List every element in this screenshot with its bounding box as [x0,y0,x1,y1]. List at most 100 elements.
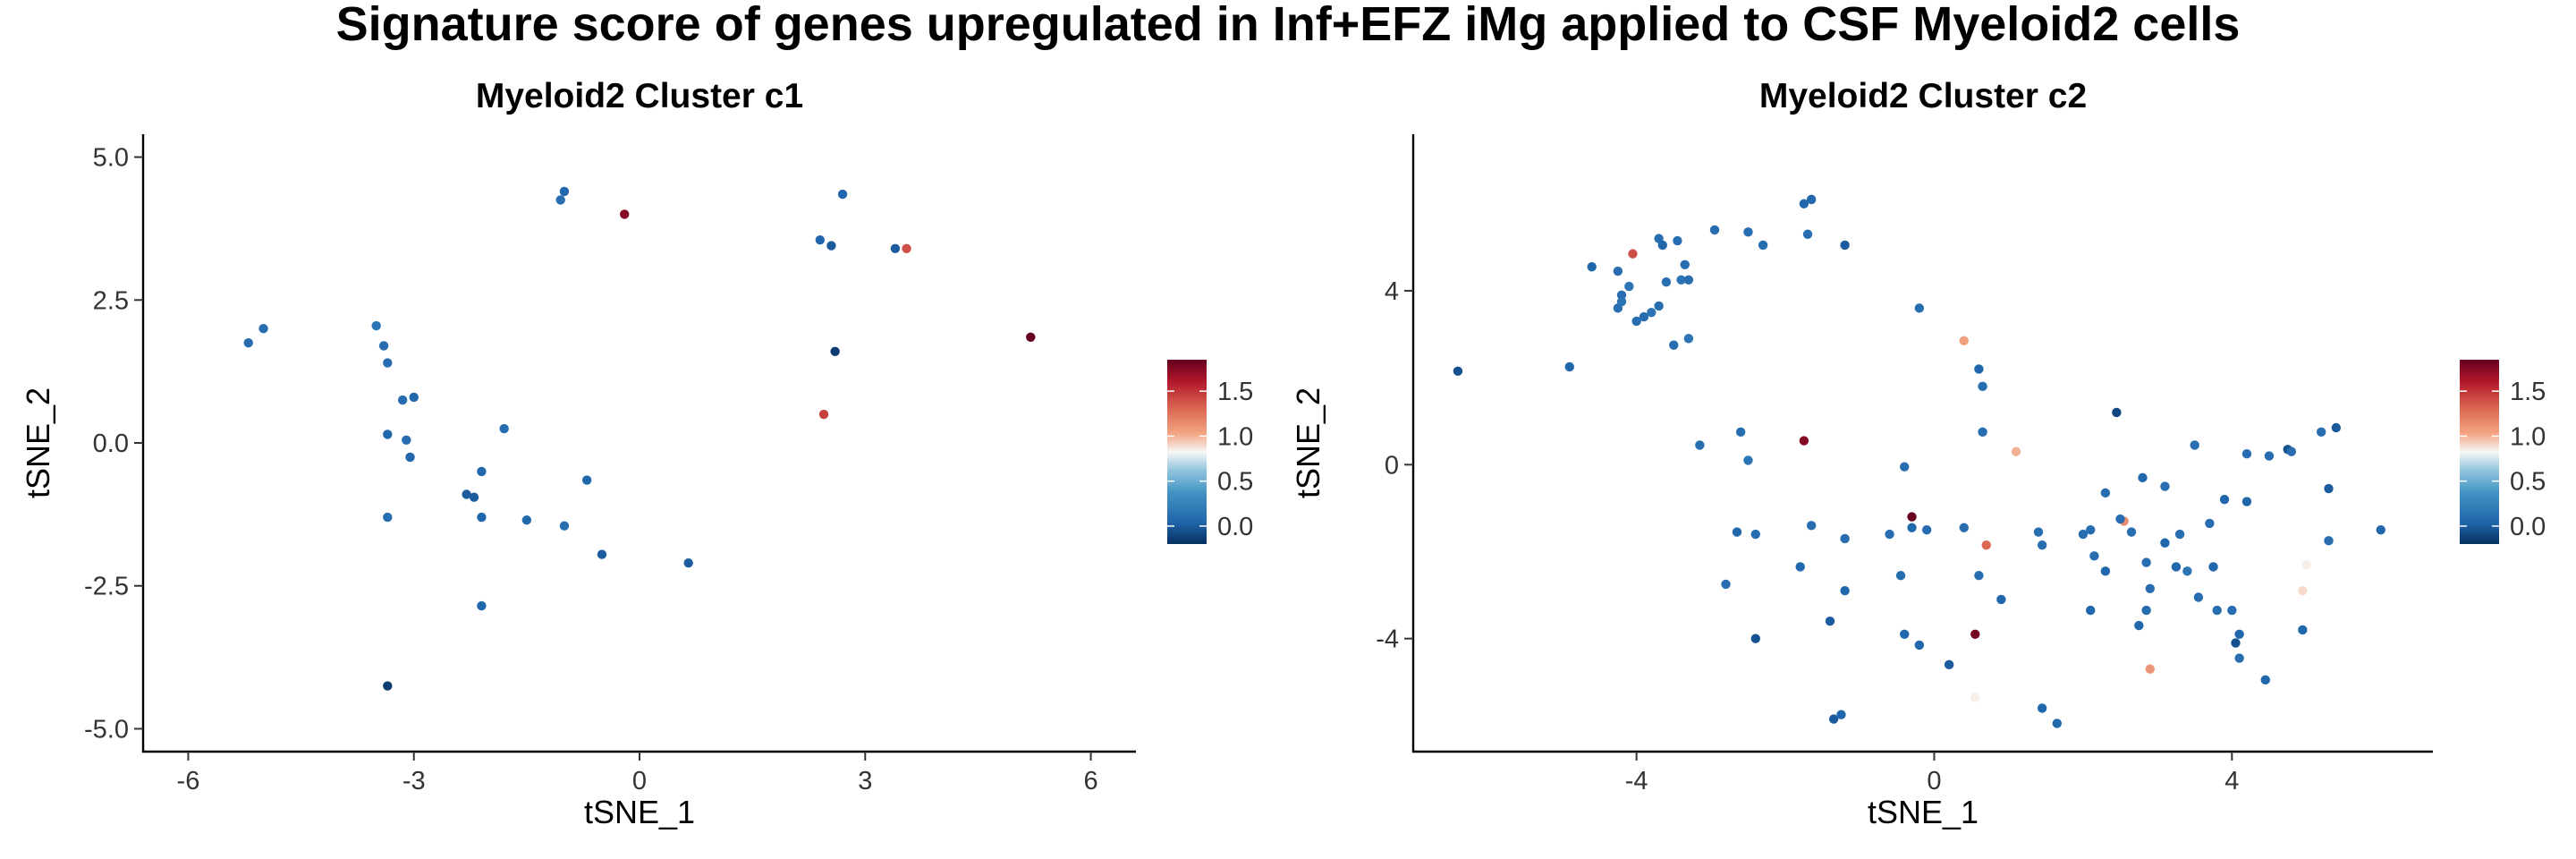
scatter-point [2316,427,2326,438]
scatter-point [2141,557,2151,567]
scatter-point [1695,440,1705,450]
scatter-point [837,189,848,200]
scatter-point [2324,483,2334,494]
scatter-point [1683,334,1694,344]
scatter-point [2298,586,2308,596]
scatter-point [2160,481,2170,491]
scatter-point [1750,529,1760,540]
y-tick-label: 4 [1385,277,1399,306]
panel-c1: Myeloid2 Cluster c1 -6 -3 0 3 6 -5.0 -2.5 0.0 2.5… [20,77,1253,830]
scatter-point [1709,225,1720,235]
x-tick-label: -3 [402,767,426,795]
scatter-point [1795,562,1805,572]
scatter-point [1639,311,1649,322]
scatter-point [1959,523,1969,532]
scatter-point [405,452,415,463]
scatter-point [383,681,393,691]
panel-c2: Myeloid2 Cluster c2 -4 0 4 -4 0 4 tSNE_1 tSNE_2 0… [1290,77,2546,830]
scatter-point [1669,340,1679,350]
scatter-point [1628,249,1638,259]
scatter-point [2212,605,2222,616]
scatter-point [1895,571,1906,581]
scatter-point [1806,521,1817,531]
scatter-point [1624,281,1634,292]
scatter-point [2219,494,2230,505]
y-tick-label: 2.5 [93,286,129,315]
scatter-point [258,324,268,334]
scatter-point [1802,229,1813,239]
scatter-point [2037,703,2047,713]
scatter-point [477,466,487,477]
scatter-point [2264,451,2275,461]
x-tick-label: 4 [2224,767,2239,795]
scatter-point [402,435,411,446]
legend-label: 1.0 [1217,422,1253,451]
scatter-point [1647,308,1657,318]
scatter-point [1921,524,1932,535]
x-tick-label: -4 [1625,767,1648,795]
scatter-point [826,241,836,251]
x-tick-label: -6 [177,767,200,795]
x-axis-title: tSNE_1 [584,794,695,830]
scatter-point [1453,366,1463,377]
scatter-point [2234,653,2244,663]
scatter-point [555,195,565,205]
y-tick-label: -4 [1376,625,1399,654]
y-tick-label: 5.0 [93,144,129,173]
scatter-point [2112,407,2122,418]
scatter-point [2174,529,2185,540]
scatter-point [1758,240,1768,251]
scatter-point [1944,659,1954,670]
scatter-point [2134,620,2144,631]
scatter-point [1732,527,1742,537]
x-tick-label: 6 [1083,767,1097,795]
scatter-point [2193,592,2204,602]
scatter-point [1914,640,1925,651]
scatter-point [1899,462,1910,472]
scatter-point [1661,277,1672,287]
scatter-point [1613,266,1623,276]
x-axis-title: tSNE_1 [1868,794,1979,830]
scatter-point [2100,488,2111,498]
scatter-point [1564,361,1574,372]
scatter-point [1673,235,1682,246]
scatter-point [2376,524,2385,535]
scatter-point [1616,296,1627,307]
scatter-point [477,512,487,523]
y-tick-label: 0.0 [93,430,129,458]
scatter-point [1907,512,1917,522]
scatter-point [683,557,693,568]
panel-title: Myeloid2 Cluster c2 [1759,77,2087,115]
scatter-point [1735,427,1746,438]
scatter-point [1683,275,1694,285]
scatter-point [2182,566,2192,576]
y-tick-label: -2.5 [84,573,129,601]
scatter-point [2033,527,2044,537]
scatter-point [815,234,826,245]
scatter-point [383,512,393,523]
scatter-point [2208,562,2218,572]
scatter-point [499,423,509,434]
scatter-point [1840,533,1850,544]
x-tick-label: 0 [632,767,647,795]
scatter-point [2052,719,2062,728]
scatter-point [2078,529,2089,540]
scatter-point [378,341,389,351]
scatter-point [1840,240,1850,251]
y-axis-title: tSNE_2 [20,387,56,498]
scatter-point [1806,194,1817,205]
scatter-point [469,492,479,502]
scatter-point [1970,629,1980,640]
scatter-point [2086,524,2096,535]
scatter-point [2011,447,2021,456]
scatter-point [1914,303,1925,313]
scatter-point [1631,316,1641,327]
scatter-point [619,209,630,219]
scatter-point [2145,664,2155,674]
scatter-point [1654,301,1664,311]
legend-label: 1.0 [2510,422,2546,451]
scatter-point [2241,448,2252,459]
x-tick-label: 3 [858,767,872,795]
scatter-point [830,346,840,356]
scatter-point [2205,518,2215,529]
